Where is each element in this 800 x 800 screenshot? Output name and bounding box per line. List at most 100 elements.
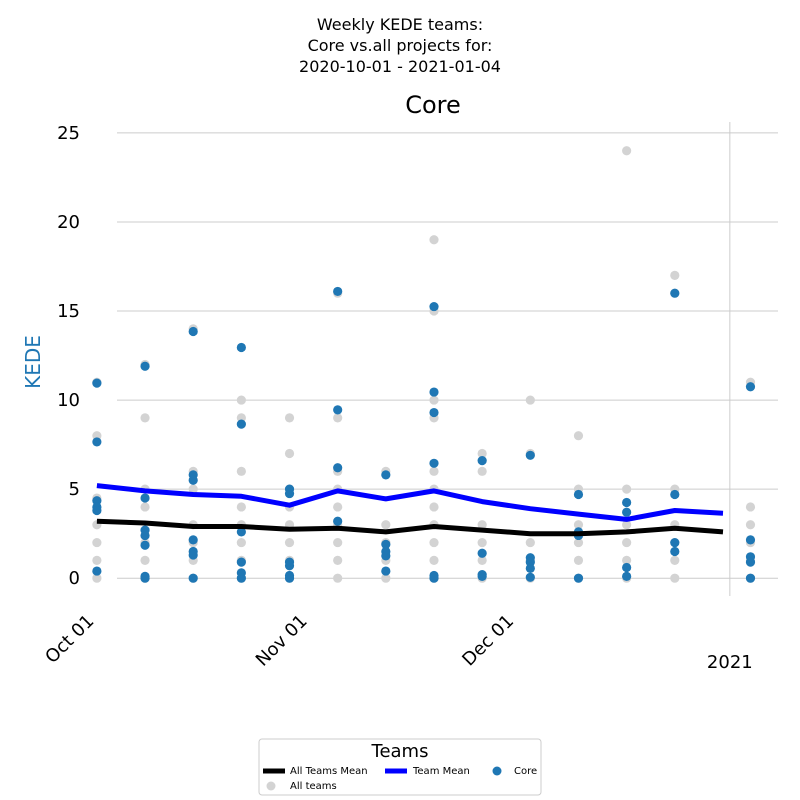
all-teams-point-93 (745, 502, 756, 512)
core-point-25 (236, 573, 246, 583)
all-teams-point-76 (573, 537, 584, 548)
all-teams-point-53 (429, 395, 439, 405)
core-point-22 (236, 527, 246, 537)
all-teams-point-45 (333, 573, 343, 583)
x-tick-label-year: 2021 (707, 652, 753, 673)
all-teams-point-68 (525, 395, 535, 405)
core-point-46 (429, 573, 439, 583)
core-point-18 (188, 550, 198, 560)
core-point-55 (525, 572, 535, 582)
core-point-60 (622, 497, 632, 508)
all-teams-point-34 (284, 537, 295, 548)
all-teams-point-4 (92, 537, 102, 548)
all-teams-point-6 (92, 573, 102, 583)
core-point-66 (670, 537, 680, 548)
all-teams-point-63 (477, 466, 487, 476)
all-teams-point-30 (284, 448, 295, 459)
core-point-43 (429, 407, 439, 418)
all-teams-point-12 (140, 555, 150, 565)
core-point-56 (573, 489, 584, 500)
all-teams-point-10 (140, 502, 150, 512)
all-teams-point-70 (525, 537, 535, 548)
all-teams-point-91 (670, 573, 680, 583)
core-point-33 (333, 405, 343, 415)
all-teams-point-77 (573, 555, 584, 565)
y-tick-label-25: 25 (57, 123, 80, 144)
y-tick-label-20: 20 (57, 212, 80, 233)
all-teams-point-65 (477, 537, 487, 548)
legend-label-team-mean: Team Mean (412, 766, 470, 777)
core-point-40 (381, 566, 391, 576)
core-point-10 (140, 540, 150, 550)
core-point-7 (140, 493, 150, 503)
all-teams-point-38 (333, 413, 343, 423)
core-point-44 (429, 458, 439, 468)
core-point-50 (477, 571, 487, 582)
core-point-51 (525, 450, 535, 460)
team-mean-line (96, 483, 724, 522)
all-teams-point-5 (92, 555, 102, 565)
core-point-68 (745, 382, 756, 392)
y-tick-label-0: 0 (69, 568, 80, 589)
all-teams-point-21 (236, 395, 246, 405)
all-teams-point-51 (429, 235, 439, 245)
suptitle-line-3: 2020-10-01 - 2021-01-04 (299, 57, 501, 76)
all-teams-point-8 (140, 413, 150, 423)
all-teams-point-43 (333, 537, 343, 548)
all-teams-points (92, 146, 756, 583)
core-point-63 (622, 571, 632, 582)
suptitle-line-2: Core vs.all projects for: (308, 36, 493, 55)
y-axis-label: KEDE (21, 335, 45, 389)
core-point-16 (188, 535, 198, 545)
all-teams-point-64 (477, 520, 487, 530)
core-point-54 (525, 563, 535, 573)
y-tick-labels: 0 5 10 15 20 25 (57, 123, 80, 589)
legend-label-all-teams-mean: All Teams Mean (290, 766, 368, 777)
grid-lines (117, 122, 778, 596)
x-tick-labels: Oct 01 Nov 01 Dec 01 2021 (41, 611, 752, 673)
all-teams-point-94 (745, 520, 756, 530)
all-teams-point-80 (622, 484, 632, 494)
mean-lines (96, 483, 724, 537)
core-point-61 (622, 507, 632, 517)
core-point-59 (573, 573, 584, 583)
core-point-6 (140, 361, 150, 371)
core-point-15 (188, 475, 198, 485)
all-teams-point-75 (573, 520, 584, 530)
core-point-39 (381, 551, 391, 561)
suptitle-line-1: Weekly KEDE teams: (317, 15, 483, 34)
legend: Teams All Teams Mean Team Mean Core All … (258, 738, 542, 796)
all-teams-point-16 (188, 484, 198, 494)
all-teams-point-24 (236, 502, 246, 512)
legend-swatch-core (492, 766, 502, 776)
core-point-71 (745, 557, 756, 567)
core-point-64 (670, 288, 680, 298)
core-points (92, 286, 756, 583)
core-point-5 (92, 566, 102, 576)
core-point-12 (140, 573, 150, 583)
core-point-29 (284, 561, 295, 571)
all-teams-point-23 (236, 466, 246, 476)
all-teams-point-55 (429, 466, 439, 476)
all-teams-point-57 (429, 502, 439, 512)
core-point-41 (429, 301, 439, 312)
all-teams-point-90 (670, 555, 680, 565)
legend-label-core: Core (514, 766, 537, 777)
legend-box (258, 738, 542, 796)
core-point-67 (670, 546, 680, 557)
legend-label-all-teams: All teams (290, 781, 337, 792)
core-point-21 (236, 419, 246, 429)
legend-swatch-all-teams (266, 781, 276, 791)
core-point-31 (284, 573, 295, 583)
all-teams-point-62 (477, 448, 487, 459)
all-teams-point-47 (381, 520, 391, 530)
all-teams-point-41 (333, 502, 343, 512)
chart-title: Core (405, 91, 461, 119)
core-point-34 (333, 463, 343, 473)
core-point-72 (745, 573, 756, 583)
all-teams-point-26 (236, 537, 246, 548)
core-point-62 (622, 562, 632, 573)
core-point-27 (284, 488, 295, 499)
all-teams-point-83 (622, 555, 632, 565)
